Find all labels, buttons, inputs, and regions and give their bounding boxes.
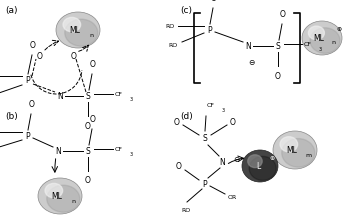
Text: ML: ML: [70, 26, 80, 34]
Text: CF: CF: [115, 92, 123, 97]
Text: RO: RO: [181, 208, 191, 213]
Text: 3: 3: [319, 46, 322, 51]
Text: (c): (c): [180, 6, 192, 15]
Text: ML: ML: [52, 191, 62, 201]
Text: N: N: [57, 92, 63, 100]
Text: O: O: [85, 122, 91, 131]
Text: OR: OR: [228, 194, 237, 199]
Text: O: O: [90, 60, 96, 69]
Text: (d): (d): [180, 112, 193, 121]
Text: P: P: [26, 75, 30, 85]
Text: RO: RO: [166, 24, 175, 29]
Text: n: n: [331, 39, 335, 44]
Ellipse shape: [249, 156, 276, 181]
Text: O: O: [176, 162, 182, 170]
Text: P: P: [26, 131, 30, 140]
Text: O: O: [30, 41, 36, 50]
Ellipse shape: [308, 26, 324, 40]
Text: RO: RO: [169, 43, 178, 48]
Text: ML: ML: [314, 34, 324, 43]
Text: S: S: [203, 133, 207, 143]
Text: N: N: [55, 146, 61, 155]
Text: m: m: [305, 153, 311, 157]
Ellipse shape: [47, 185, 80, 212]
Ellipse shape: [65, 19, 98, 46]
Ellipse shape: [273, 131, 317, 169]
Text: O: O: [85, 176, 91, 185]
Ellipse shape: [56, 12, 100, 48]
Text: O: O: [174, 118, 180, 126]
Text: O: O: [90, 115, 96, 124]
Text: O: O: [71, 51, 77, 61]
Text: CF: CF: [207, 103, 215, 108]
Text: N: N: [219, 157, 225, 167]
Ellipse shape: [248, 155, 262, 168]
Text: O: O: [230, 118, 236, 126]
Text: N: N: [245, 41, 251, 51]
Text: O: O: [29, 100, 35, 109]
Ellipse shape: [280, 137, 298, 152]
Text: 3: 3: [130, 152, 133, 157]
Text: (a): (a): [5, 6, 17, 15]
Ellipse shape: [302, 21, 342, 55]
Text: n: n: [71, 199, 75, 203]
Ellipse shape: [45, 183, 63, 198]
Text: CF: CF: [304, 41, 312, 46]
Text: ⊖: ⊖: [248, 58, 254, 66]
Text: P: P: [208, 26, 212, 34]
Text: S: S: [86, 146, 90, 155]
Text: n: n: [89, 32, 93, 37]
Text: S: S: [276, 41, 280, 51]
Text: P: P: [203, 179, 207, 189]
Ellipse shape: [63, 17, 81, 32]
Ellipse shape: [310, 28, 340, 53]
Text: L: L: [256, 162, 260, 170]
Text: O: O: [280, 10, 286, 19]
Ellipse shape: [38, 178, 82, 214]
Ellipse shape: [282, 139, 315, 167]
Text: 3: 3: [130, 97, 133, 102]
Ellipse shape: [242, 150, 278, 182]
Text: S: S: [86, 92, 90, 100]
Text: ML: ML: [286, 145, 298, 155]
Text: O: O: [37, 51, 43, 61]
Text: CF: CF: [115, 146, 123, 152]
Text: (b): (b): [5, 112, 18, 121]
Text: ⊕: ⊕: [337, 27, 342, 31]
Text: O: O: [275, 72, 281, 81]
Text: O: O: [211, 0, 217, 3]
Text: ⊖: ⊖: [233, 155, 239, 164]
Text: 3: 3: [222, 108, 225, 113]
Text: ⊕: ⊕: [269, 155, 275, 160]
